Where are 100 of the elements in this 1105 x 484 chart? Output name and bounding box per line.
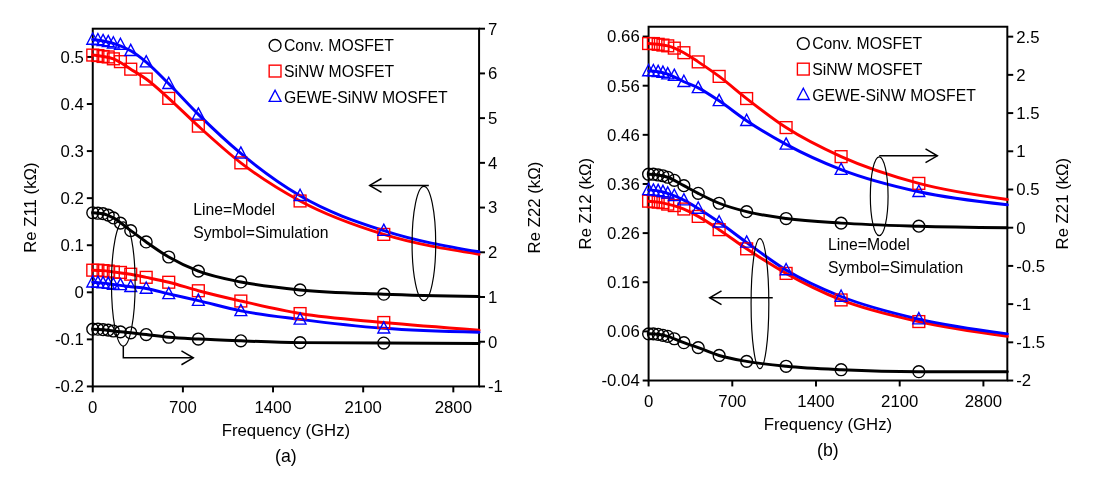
point (86, 263, 100, 277)
point (834, 150, 848, 164)
point (677, 202, 691, 216)
point (139, 72, 153, 86)
point (96, 323, 110, 337)
point (234, 303, 248, 317)
point (293, 336, 307, 350)
point (834, 162, 848, 176)
y2-tick-label: 1 (487, 287, 498, 307)
point (661, 39, 675, 53)
y2-tick-label: 0 (1016, 218, 1026, 238)
point (377, 321, 391, 334)
legend-label: Conv. MOSFET (283, 37, 395, 55)
y-tick-label: 0.66 (607, 27, 640, 47)
point (691, 186, 705, 200)
point (377, 336, 391, 350)
point (912, 184, 926, 198)
point (106, 36, 120, 49)
point (691, 341, 705, 355)
point (101, 208, 115, 222)
point (712, 196, 726, 210)
point (641, 182, 656, 196)
point (677, 179, 691, 193)
point (86, 32, 100, 45)
point (293, 283, 307, 297)
point (106, 52, 120, 66)
y-tick-label: 0.2 (60, 189, 84, 209)
point (656, 328, 670, 342)
point (91, 322, 105, 336)
x-tick-label: 1400 (797, 392, 835, 412)
point (656, 65, 670, 78)
point (779, 137, 793, 150)
point (779, 359, 793, 373)
point (113, 55, 128, 69)
point (779, 266, 793, 281)
point (96, 207, 110, 221)
point (162, 76, 176, 90)
point (661, 329, 675, 343)
point (101, 276, 115, 290)
point (677, 193, 691, 206)
point (712, 69, 726, 83)
point (124, 267, 138, 281)
point (740, 354, 754, 368)
point (834, 216, 848, 230)
point (740, 91, 754, 106)
point (641, 63, 656, 77)
x-tick-label: 1400 (254, 398, 292, 418)
point (139, 54, 153, 68)
y2-tick-label: 4 (487, 153, 498, 173)
point (91, 263, 105, 277)
point (191, 119, 205, 133)
point (191, 293, 205, 307)
point (377, 227, 391, 242)
point (651, 327, 665, 341)
y-tick-label: -0.04 (601, 371, 640, 391)
annotation: Symbol=Simulation (827, 259, 964, 277)
y2-tick-label: 7 (487, 19, 498, 39)
point (162, 275, 176, 289)
text: (b) (817, 440, 839, 461)
y2-tick-label: 3 (487, 198, 498, 218)
annotation: Line=Model (193, 200, 276, 218)
point (656, 184, 670, 198)
text: (a) (275, 446, 297, 467)
x-tick-label: 0 (643, 392, 654, 412)
legend-label: Conv. MOSFET (812, 35, 923, 53)
legend-label: GEWE-SiNW MOSFET (812, 86, 977, 104)
point (162, 250, 176, 264)
point (740, 113, 754, 127)
point (293, 306, 307, 321)
legend-label: SiNW MOSFET (283, 62, 395, 80)
point (912, 311, 926, 325)
point (691, 209, 705, 224)
point (712, 93, 726, 107)
point (293, 312, 307, 325)
y-tick-label: 0.4 (60, 94, 84, 114)
y-tick-label: 0 (74, 283, 84, 303)
point (661, 170, 675, 184)
point (124, 62, 138, 76)
y-tick-label: 0.26 (607, 224, 640, 244)
y-tick-label: 0.56 (607, 76, 640, 96)
y2-tick-label: 5 (487, 109, 498, 129)
point (912, 219, 926, 233)
point (139, 327, 153, 342)
point (651, 168, 665, 182)
point (124, 279, 138, 293)
point (234, 334, 248, 348)
point (667, 332, 681, 346)
y-axis-title: Re Z11 (kΩ) (20, 162, 40, 253)
point (651, 37, 665, 51)
point (234, 275, 248, 289)
point (912, 314, 926, 329)
y2-tick-label: 0.5 (1016, 180, 1040, 200)
point (834, 289, 848, 302)
point (779, 211, 793, 226)
point (656, 38, 670, 52)
point (712, 223, 726, 237)
point (139, 281, 153, 294)
point (377, 315, 391, 330)
point (779, 120, 793, 135)
point (667, 198, 681, 213)
